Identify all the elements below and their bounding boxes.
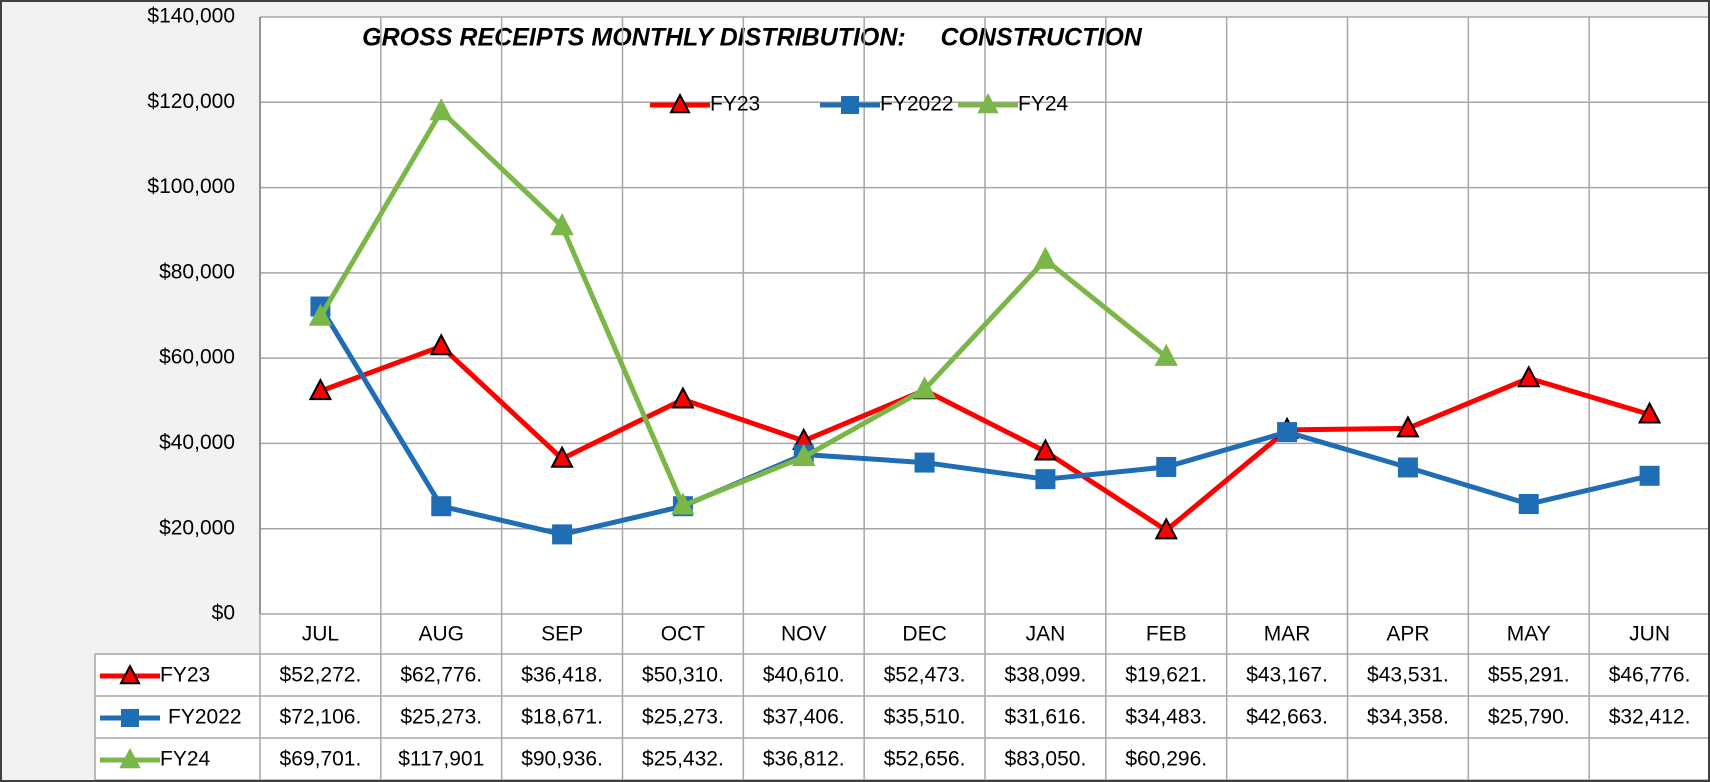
data-point: [671, 386, 695, 409]
table-value: $62,776.: [400, 664, 482, 687]
x-tick-label: APR: [1386, 623, 1429, 646]
legend-marker: [841, 96, 859, 114]
table-key-marker: [119, 747, 141, 769]
table-value: $35,510.: [884, 706, 966, 729]
table-value: $52,473.: [884, 664, 966, 687]
table-key-marker: [121, 709, 139, 727]
table-value: $36,418.: [521, 664, 603, 687]
x-tick-label: FEB: [1146, 623, 1187, 646]
table-value: $46,776.: [1609, 664, 1691, 687]
table-value: $19,621.: [1125, 664, 1207, 687]
data-point: [1033, 438, 1058, 461]
table-value: $40,610.: [763, 664, 845, 687]
table-value: $18,671.: [521, 706, 603, 729]
y-tick-label: $40,000: [159, 431, 235, 454]
x-tick-label: MAR: [1264, 623, 1311, 646]
x-tick-label: MAY: [1507, 623, 1551, 646]
table-value: $34,483.: [1125, 706, 1207, 729]
legend-marker: [669, 92, 691, 114]
y-tick-label: $80,000: [159, 260, 235, 283]
table-value: $36,812.: [763, 748, 845, 771]
legend-label: FY2022: [880, 93, 954, 116]
series-line: [318, 305, 1651, 537]
data-point: [308, 303, 333, 326]
x-tick-label: JUL: [302, 623, 339, 646]
table-value: $52,656.: [884, 748, 966, 771]
x-tick-label: SEP: [541, 623, 583, 646]
table-key-marker: [119, 663, 141, 685]
data-point: [1154, 517, 1178, 540]
table-value: $25,432.: [642, 748, 724, 771]
data-point: [792, 443, 816, 467]
data-point: [1033, 246, 1058, 269]
table-value: $90,936.: [521, 748, 603, 771]
data-point: [1277, 422, 1298, 443]
y-tick-label: $60,000: [159, 346, 235, 369]
table-value: $37,406.: [763, 706, 845, 729]
table-value: $42,663.: [1246, 706, 1328, 729]
y-tick-label: $20,000: [159, 516, 235, 539]
table-value: $32,412.: [1609, 706, 1691, 729]
data-point: [1396, 415, 1420, 438]
table-value: $43,531.: [1367, 664, 1449, 687]
table-value: $72,106.: [280, 706, 362, 729]
data-point: [552, 524, 573, 545]
chart-title: GROSS RECEIPTS MONTHLY DISTRIBUTION: CON…: [362, 24, 1143, 52]
x-tick-label: JAN: [1026, 623, 1066, 646]
data-point: [1518, 494, 1539, 515]
table-value: $69,701.: [280, 748, 362, 771]
y-tick-label: $0: [212, 602, 235, 625]
table-value: $55,291.: [1488, 664, 1570, 687]
y-tick-label: $120,000: [147, 90, 235, 113]
table-value: $38,099.: [1005, 664, 1087, 687]
data-point: [1397, 457, 1418, 478]
table-value: $25,273.: [642, 706, 724, 729]
table-value: $83,050.: [1005, 748, 1087, 771]
data-point: [1154, 343, 1178, 366]
table-value: $25,273.: [400, 706, 482, 729]
legend-marker: [977, 92, 999, 114]
data-point: [914, 452, 935, 473]
table-value: $34,358.: [1367, 706, 1449, 729]
table-value: $25,790.: [1488, 706, 1570, 729]
table-value: $117,901: [398, 748, 484, 771]
data-point: [308, 377, 333, 401]
legend-label: FY24: [1018, 93, 1069, 116]
data-point: [1156, 456, 1177, 477]
data-point: [1639, 465, 1660, 486]
data-point: [431, 496, 452, 517]
data-point: [1035, 469, 1056, 490]
data-point: [550, 445, 574, 468]
table-value: $31,616.: [1005, 706, 1087, 729]
data-point: [671, 492, 695, 515]
x-tick-label: DEC: [902, 623, 946, 646]
series-line: [318, 108, 1168, 509]
table-series-name: FY23: [160, 664, 210, 687]
x-tick-label: OCT: [661, 623, 706, 646]
legend-label: FY23: [710, 93, 760, 116]
table-series-name: FY24: [160, 748, 211, 771]
table-value: $60,296.: [1125, 748, 1207, 771]
x-tick-label: AUG: [418, 623, 464, 646]
data-point: [429, 98, 453, 121]
table-value: $43,167.: [1246, 664, 1328, 687]
x-tick-label: NOV: [781, 623, 827, 646]
table-value: $50,310.: [642, 664, 724, 687]
table-value: $52,272.: [280, 664, 362, 687]
table-series-name: FY2022: [168, 706, 242, 729]
data-point: [1517, 365, 1541, 388]
y-tick-label: $140,000: [147, 5, 235, 28]
data-point: [550, 213, 574, 236]
data-point: [429, 333, 453, 356]
series-line: [319, 343, 1651, 533]
data-point: [1637, 401, 1662, 424]
x-tick-label: JUN: [1629, 623, 1670, 646]
data-point: [912, 376, 937, 399]
y-tick-label: $100,000: [147, 175, 235, 198]
